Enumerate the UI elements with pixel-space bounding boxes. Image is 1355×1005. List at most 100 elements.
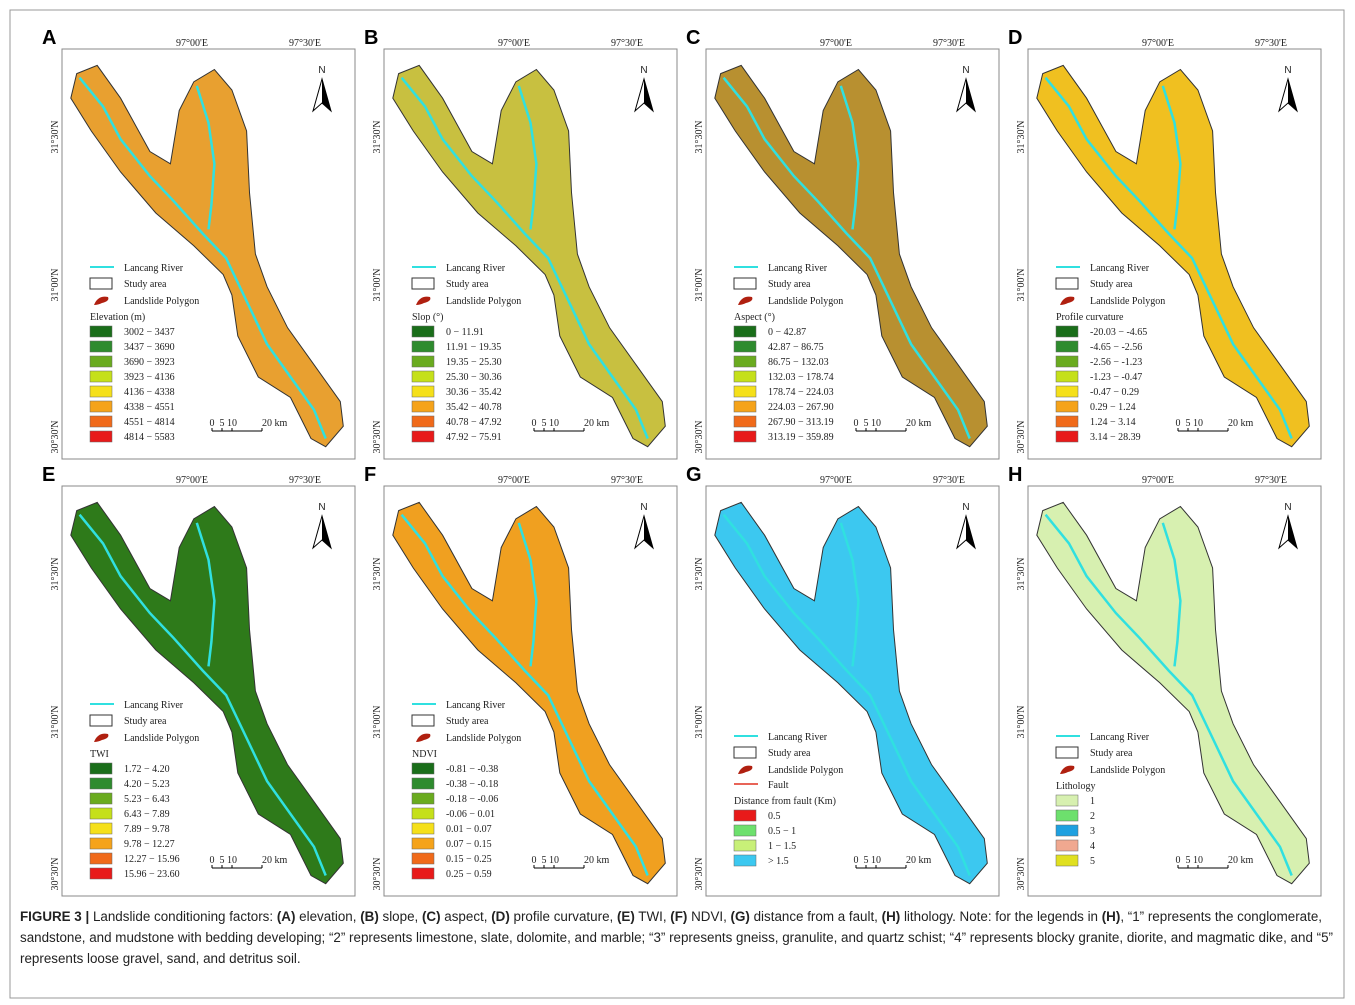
legend-swatch [412, 356, 434, 367]
lat-label: 31°30'N [50, 120, 61, 153]
north-label: N [640, 65, 647, 76]
lat-label: 30°30'N [50, 857, 61, 890]
map-panel: B97°00'E97°30'E31°30'N31°00'N30°30'NNLan… [364, 27, 677, 459]
north-label: N [318, 65, 325, 76]
legend-landslide [1060, 766, 1074, 774]
scale-label: 0 [532, 855, 537, 866]
legend-class: 6.43 − 7.89 [124, 809, 170, 820]
legend-class: 25.30 − 30.36 [446, 372, 502, 383]
legend-label: Study area [446, 279, 489, 290]
legend-class: 5.23 − 6.43 [124, 794, 170, 805]
legend-landslide [738, 297, 752, 305]
legend-swatch [412, 401, 434, 412]
legend-class: > 1.5 [768, 856, 789, 867]
legend-swatch [1056, 326, 1078, 337]
caption-run: lithology. Note: for the legends in [900, 909, 1101, 924]
legend-class: 4814 − 5583 [124, 432, 175, 443]
legend-label: Landslide Polygon [124, 296, 199, 307]
legend-swatch [1056, 401, 1078, 412]
legend-swatch [412, 853, 434, 864]
legend-swatch [1056, 810, 1078, 821]
map-grid: A97°00'E97°30'E31°30'N31°00'N30°30'NNLan… [0, 0, 1355, 1005]
legend-class: 86.75 − 132.03 [768, 357, 829, 368]
legend-swatch [90, 416, 112, 427]
legend-swatch [412, 868, 434, 879]
legend-study-area [1056, 747, 1078, 758]
legend-class: 3 [1090, 826, 1095, 837]
legend-label: Study area [124, 716, 167, 727]
legend-class: 3690 − 3923 [124, 357, 175, 368]
legend-title: Elevation (m) [90, 312, 145, 323]
north-label: N [640, 502, 647, 513]
legend-swatch [90, 823, 112, 834]
legend-swatch [1056, 356, 1078, 367]
scale-label: 0 [854, 418, 859, 429]
legend-swatch [734, 356, 756, 367]
legend-swatch [1056, 855, 1078, 866]
caption-run: (B) [360, 909, 379, 924]
legend-swatch [734, 341, 756, 352]
scale-label: 20 km [1228, 418, 1254, 429]
caption-run: elevation, [295, 909, 360, 924]
legend-class: 0.07 − 0.15 [446, 839, 492, 850]
lon-label: 97°00'E [176, 475, 208, 486]
legend-study-area [90, 278, 112, 289]
scale-label: 0 [532, 418, 537, 429]
scale-label: 0 [210, 418, 215, 429]
panel-letter: G [686, 464, 702, 486]
legend-label: Study area [768, 748, 811, 759]
legend-class: 9.78 − 12.27 [124, 839, 175, 850]
legend-label: Lancang River [124, 263, 184, 274]
scale-label: 10 [871, 855, 881, 866]
lon-label: 97°00'E [1142, 475, 1174, 486]
legend-label: Landslide Polygon [768, 296, 843, 307]
legend-swatch [734, 825, 756, 836]
caption-run: (H) [882, 909, 901, 924]
lon-label: 97°30'E [1255, 475, 1287, 486]
legend-study-area [734, 747, 756, 758]
scale-label: 5 [542, 418, 547, 429]
legend-swatch [90, 763, 112, 774]
lon-label: 97°30'E [289, 38, 321, 49]
legend-class: 1 [1090, 796, 1095, 807]
panel-letter: B [364, 27, 378, 49]
legend-swatch [412, 778, 434, 789]
legend-label: Lancang River [1090, 732, 1150, 743]
caption-run: profile curvature, [510, 909, 617, 924]
lat-label: 31°30'N [1016, 120, 1027, 153]
legend-swatch [90, 326, 112, 337]
legend-class: 1.72 − 4.20 [124, 764, 170, 775]
lat-label: 31°30'N [694, 557, 705, 590]
legend-swatch [734, 840, 756, 851]
lat-label: 30°30'N [372, 857, 383, 890]
legend-class: 0.25 − 0.59 [446, 869, 492, 880]
panel-letter: C [686, 27, 700, 49]
legend-swatch [1056, 341, 1078, 352]
map-panel: D97°00'E97°30'E31°30'N31°00'N30°30'NNLan… [1008, 27, 1321, 459]
scale-label: 5 [864, 418, 869, 429]
legend-class: -0.81 − -0.38 [446, 764, 498, 775]
legend-swatch [412, 808, 434, 819]
caption-run: Landslide conditioning factors: [89, 909, 277, 924]
legend-swatch [412, 838, 434, 849]
lat-label: 31°30'N [1016, 557, 1027, 590]
legend-class: 132.03 − 178.74 [768, 372, 834, 383]
legend-swatch [90, 808, 112, 819]
legend-label: Landslide Polygon [1090, 765, 1165, 776]
lon-label: 97°30'E [933, 475, 965, 486]
legend-swatch [90, 431, 112, 442]
legend-label: Study area [1090, 748, 1133, 759]
caption-run: (F) [670, 909, 687, 924]
panel-letter: H [1008, 464, 1022, 486]
legend-swatch [90, 853, 112, 864]
scale-label: 20 km [906, 855, 932, 866]
scale-label: 20 km [262, 855, 288, 866]
caption-run: slope, [379, 909, 422, 924]
lon-label: 97°00'E [820, 38, 852, 49]
lon-label: 97°30'E [611, 38, 643, 49]
legend-class: 0.01 − 0.07 [446, 824, 492, 835]
scale-label: 0 [1176, 855, 1181, 866]
legend-class: 4338 − 4551 [124, 402, 175, 413]
legend-landslide [94, 734, 108, 742]
legend-class: 3.14 − 28.39 [1090, 432, 1141, 443]
